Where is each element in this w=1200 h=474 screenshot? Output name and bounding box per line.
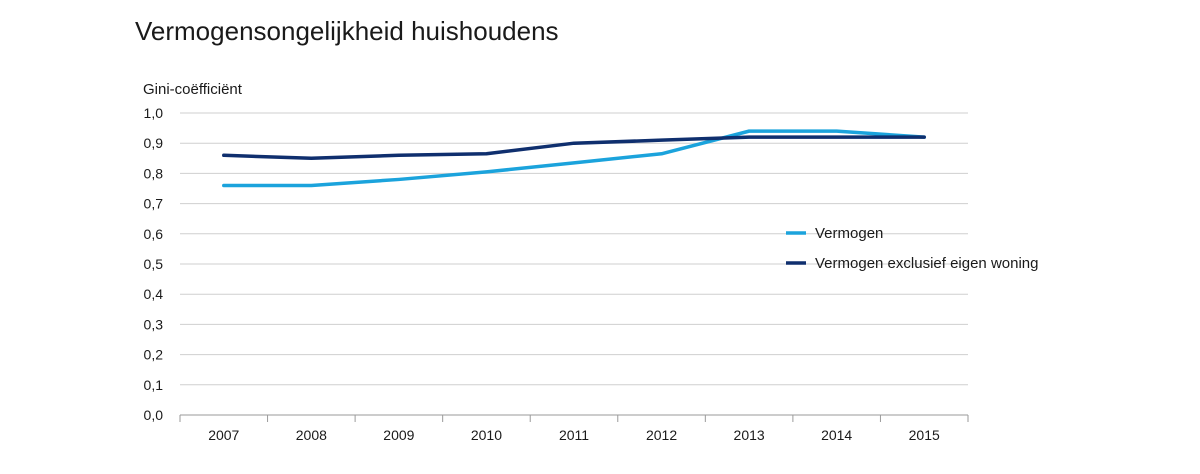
x-tick-labels: 2007 2008 2009 2010 2011 2012 2013 2014 2015 <box>208 427 940 443</box>
y-axis-label: Gini-coëfficiënt <box>143 81 243 98</box>
y-tick-label: 1,0 <box>144 105 164 121</box>
y-tick-label: 0,0 <box>144 407 164 423</box>
legend-label: Vermogen <box>815 225 883 242</box>
legend-label: Vermogen exclusief eigen woning <box>815 255 1038 272</box>
y-tick-label: 0,8 <box>144 165 164 181</box>
x-tick-label: 2007 <box>208 427 239 443</box>
y-tick-label: 0,7 <box>144 196 164 212</box>
x-tick-label: 2008 <box>296 427 327 443</box>
x-tick-label: 2009 <box>383 427 414 443</box>
gridlines <box>180 112 968 386</box>
x-axis <box>179 414 969 422</box>
series-lines <box>222 129 926 188</box>
x-tick-label: 2011 <box>559 427 589 443</box>
x-tick-label: 2014 <box>821 427 852 443</box>
x-tick-label: 2012 <box>646 427 677 443</box>
legend: Vermogen Vermogen exclusief eigen woning <box>786 225 1038 272</box>
y-tick-label: 0,3 <box>144 316 164 332</box>
chart-title: Vermogensongelijkheid huishoudens <box>135 16 559 46</box>
y-tick-label: 0,4 <box>144 286 164 302</box>
x-tick-label: 2015 <box>909 427 940 443</box>
series-line-2 <box>222 135 926 161</box>
y-tick-label: 0,6 <box>144 226 164 242</box>
y-tick-label: 0,5 <box>144 256 164 272</box>
y-tick-labels: 0,0 0,1 0,2 0,3 0,4 0,5 0,6 0,7 0,8 0,9 1,0 <box>144 105 164 423</box>
y-tick-label: 0,9 <box>144 135 164 151</box>
x-tick-label: 2010 <box>471 427 502 443</box>
y-tick-label: 0,1 <box>144 377 164 393</box>
y-tick-label: 0,2 <box>144 347 164 363</box>
x-tick-label: 2013 <box>734 427 765 443</box>
